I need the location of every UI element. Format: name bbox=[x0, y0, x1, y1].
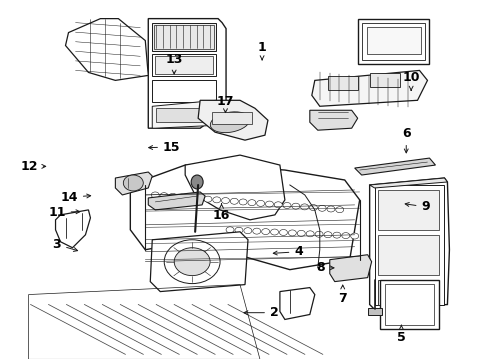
Bar bbox=[362, 23, 425, 60]
Ellipse shape bbox=[160, 193, 168, 199]
Text: 16: 16 bbox=[213, 204, 230, 222]
Bar bbox=[152, 54, 216, 76]
Ellipse shape bbox=[297, 230, 305, 237]
Bar bbox=[358, 19, 429, 64]
Ellipse shape bbox=[262, 229, 270, 235]
Polygon shape bbox=[148, 192, 205, 210]
Text: 17: 17 bbox=[217, 95, 234, 113]
Polygon shape bbox=[55, 210, 91, 248]
Ellipse shape bbox=[253, 228, 261, 234]
Polygon shape bbox=[330, 255, 371, 282]
Ellipse shape bbox=[226, 227, 234, 233]
Bar bbox=[378, 235, 440, 275]
Ellipse shape bbox=[300, 204, 309, 210]
Ellipse shape bbox=[186, 195, 195, 201]
Ellipse shape bbox=[324, 232, 332, 238]
Text: 7: 7 bbox=[339, 285, 347, 305]
Bar bbox=[156, 108, 211, 122]
Polygon shape bbox=[185, 155, 285, 220]
Ellipse shape bbox=[221, 198, 229, 203]
Ellipse shape bbox=[151, 192, 159, 198]
Bar bbox=[152, 23, 216, 50]
Polygon shape bbox=[198, 100, 268, 140]
Ellipse shape bbox=[210, 112, 250, 132]
Text: 8: 8 bbox=[317, 261, 334, 274]
Ellipse shape bbox=[292, 203, 300, 209]
Ellipse shape bbox=[266, 201, 273, 207]
Ellipse shape bbox=[274, 202, 282, 208]
Text: 13: 13 bbox=[166, 53, 183, 74]
Bar bbox=[367, 27, 420, 54]
Ellipse shape bbox=[235, 227, 243, 233]
Bar bbox=[328, 76, 358, 90]
Text: 4: 4 bbox=[273, 245, 303, 258]
Polygon shape bbox=[130, 165, 360, 270]
Text: 6: 6 bbox=[402, 127, 411, 153]
Polygon shape bbox=[66, 19, 148, 80]
Polygon shape bbox=[280, 288, 315, 319]
Ellipse shape bbox=[244, 228, 252, 234]
Ellipse shape bbox=[306, 231, 314, 237]
Ellipse shape bbox=[248, 200, 256, 206]
Bar bbox=[155, 57, 213, 75]
Polygon shape bbox=[369, 178, 447, 188]
Ellipse shape bbox=[257, 201, 265, 206]
Text: 14: 14 bbox=[60, 191, 91, 204]
Ellipse shape bbox=[318, 205, 326, 211]
Text: 1: 1 bbox=[258, 41, 267, 60]
Ellipse shape bbox=[384, 283, 412, 302]
Text: 11: 11 bbox=[48, 206, 80, 219]
Ellipse shape bbox=[333, 232, 341, 238]
Text: 3: 3 bbox=[52, 238, 77, 251]
Ellipse shape bbox=[230, 198, 238, 204]
Text: 10: 10 bbox=[402, 71, 420, 90]
Ellipse shape bbox=[204, 196, 212, 202]
Ellipse shape bbox=[342, 233, 350, 239]
Polygon shape bbox=[355, 158, 436, 175]
Ellipse shape bbox=[309, 204, 318, 211]
Bar bbox=[152, 80, 216, 102]
Polygon shape bbox=[148, 19, 226, 128]
Polygon shape bbox=[312, 71, 427, 106]
Ellipse shape bbox=[392, 291, 427, 319]
Bar bbox=[385, 284, 435, 325]
Ellipse shape bbox=[195, 195, 203, 202]
Polygon shape bbox=[150, 232, 248, 292]
Polygon shape bbox=[115, 172, 152, 195]
Ellipse shape bbox=[213, 197, 220, 203]
Bar bbox=[212, 112, 252, 124]
Bar bbox=[375, 185, 444, 305]
Text: 9: 9 bbox=[405, 201, 430, 213]
Ellipse shape bbox=[327, 206, 335, 212]
Ellipse shape bbox=[174, 248, 210, 276]
Text: 12: 12 bbox=[20, 160, 46, 173]
Ellipse shape bbox=[191, 175, 203, 189]
Ellipse shape bbox=[336, 207, 343, 213]
Bar bbox=[378, 280, 417, 305]
Ellipse shape bbox=[270, 229, 278, 235]
Bar bbox=[154, 24, 214, 49]
Text: 15: 15 bbox=[148, 140, 180, 153]
Bar bbox=[378, 190, 440, 230]
Text: 2: 2 bbox=[244, 306, 279, 319]
Text: 5: 5 bbox=[397, 325, 406, 344]
Bar bbox=[369, 73, 399, 87]
Polygon shape bbox=[369, 178, 449, 310]
Ellipse shape bbox=[289, 230, 296, 236]
Ellipse shape bbox=[123, 175, 143, 191]
Ellipse shape bbox=[164, 240, 220, 284]
Ellipse shape bbox=[279, 229, 288, 235]
Ellipse shape bbox=[177, 194, 186, 200]
Polygon shape bbox=[310, 110, 358, 130]
Bar bbox=[368, 307, 382, 315]
Ellipse shape bbox=[351, 233, 359, 239]
Bar bbox=[380, 280, 440, 329]
Ellipse shape bbox=[169, 193, 177, 199]
Polygon shape bbox=[152, 100, 220, 128]
Ellipse shape bbox=[315, 231, 323, 237]
Ellipse shape bbox=[283, 202, 291, 208]
Ellipse shape bbox=[239, 199, 247, 205]
